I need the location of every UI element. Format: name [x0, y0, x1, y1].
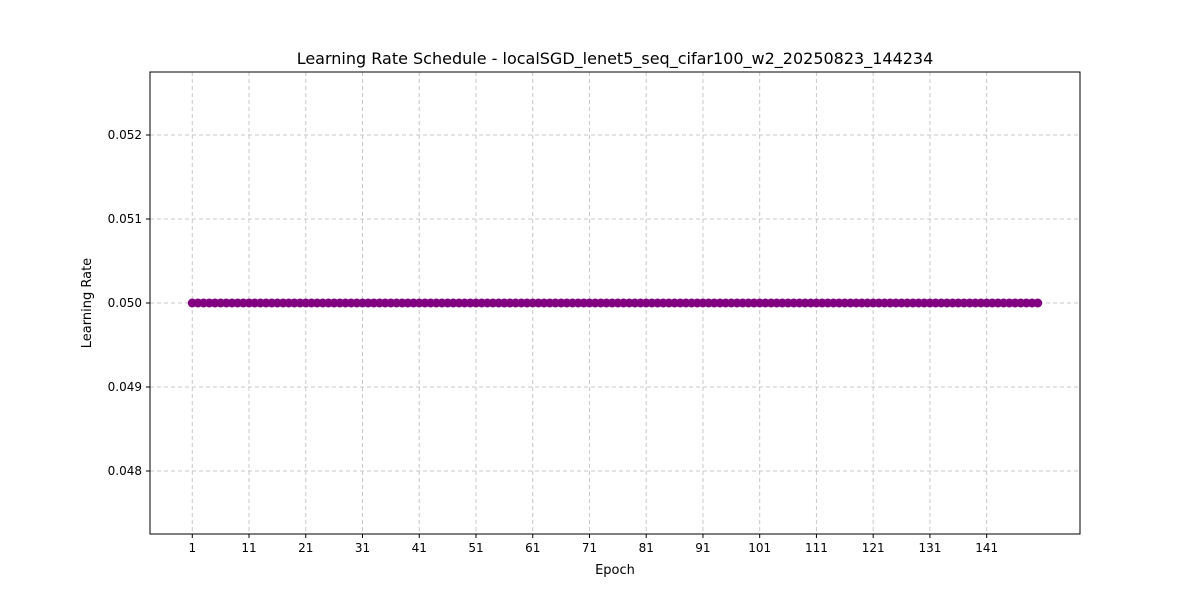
y-tick-label: 0.051: [108, 212, 142, 226]
series-learning-rate: [187, 298, 1043, 308]
x-tick-label: 31: [355, 541, 370, 555]
x-tick-label: 81: [639, 541, 654, 555]
chart-title: Learning Rate Schedule - localSGD_lenet5…: [297, 49, 934, 69]
x-tick-label: 71: [582, 541, 597, 555]
x-tick-label: 101: [748, 541, 771, 555]
x-axis-label: Epoch: [595, 563, 635, 578]
x-tick-label: 41: [412, 541, 427, 555]
x-tick-label: 51: [468, 541, 483, 555]
x-tick-label: 111: [805, 541, 828, 555]
data-point: [1033, 298, 1043, 308]
x-tick-label: 21: [298, 541, 313, 555]
y-tick-label: 0.049: [108, 380, 142, 394]
y-tick-label: 0.050: [108, 296, 142, 310]
x-axis-ticks: 1 11 21 31 41 51 61 71 81 91 101 111 121 131 141: [188, 534, 998, 555]
x-tick-label: 61: [525, 541, 540, 555]
y-tick-label: 0.052: [108, 128, 142, 142]
y-axis-label: Learning Rate: [80, 258, 95, 348]
y-tick-label: 0.048: [108, 464, 142, 478]
x-tick-label: 141: [975, 541, 998, 555]
x-tick-label: 1: [188, 541, 196, 555]
x-tick-label: 121: [862, 541, 885, 555]
x-tick-label: 11: [241, 541, 256, 555]
x-tick-label: 131: [918, 541, 941, 555]
x-tick-label: 91: [695, 541, 710, 555]
y-axis-ticks: 0.048 0.049 0.050 0.051 0.052: [108, 128, 150, 478]
